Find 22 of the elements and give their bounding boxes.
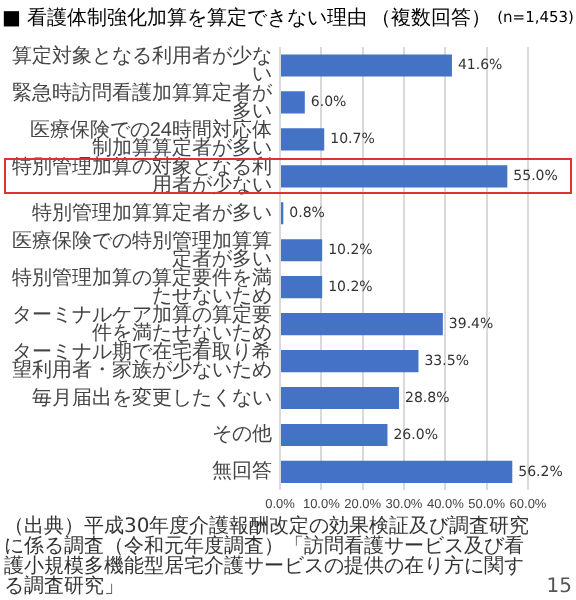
text: 15 [546, 576, 572, 598]
y-tick-label: 毎月届出を変更したくない [32, 385, 272, 410]
y-tick-label: 特別管理加算算定者が多い [32, 200, 272, 225]
y-tick-label: 特別管理加算の算定要件を満たせないため [12, 265, 272, 308]
y-tick-label: その他 [212, 422, 272, 447]
bar [281, 165, 508, 188]
bar [281, 91, 305, 114]
bar [281, 128, 325, 151]
bar [281, 54, 452, 77]
bar [281, 313, 443, 336]
bar [281, 460, 513, 484]
text: （出典）平成30年度介護報酬改定の効果検証及び調査研究に係る調査（令和元年度調査）「訪問看護サービス及び看護小規模多機能型居宅介護サービスの提供の在り方に関する調査研究」 [4, 516, 532, 598]
y-tick-label: ターミナル期で在宅看取り希望利用者・家族が少ないため [12, 339, 272, 382]
chart-subtitle: （複数回答） [371, 8, 492, 30]
y-tick-label: 無回答 [212, 459, 272, 484]
bar [281, 276, 323, 299]
bar [281, 423, 388, 447]
y-tick-label: 医療保険での24時間対応体制加算算定者が多い [29, 117, 272, 160]
bar [281, 386, 400, 410]
chart-title: ■ 看護体制強化加算を算定できない理由 [2, 8, 368, 30]
bar [281, 349, 419, 373]
bar [281, 239, 323, 262]
